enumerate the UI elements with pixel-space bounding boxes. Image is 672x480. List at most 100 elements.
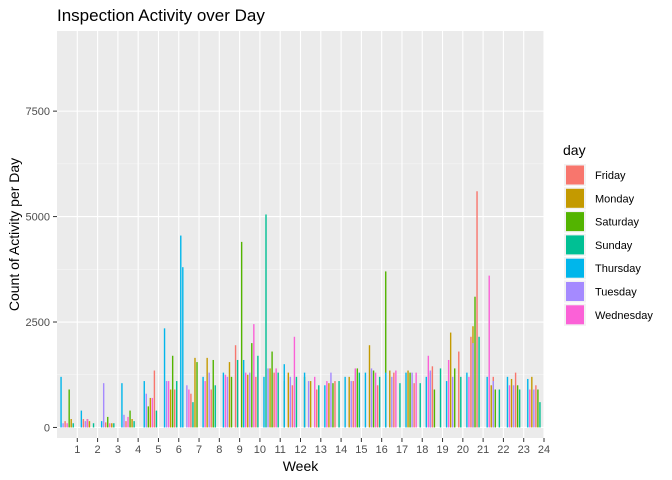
bar-friday <box>291 385 294 428</box>
bar-saturday <box>433 389 436 428</box>
bar-sunday <box>72 423 74 428</box>
bar-wednesday <box>374 372 377 428</box>
bar-friday <box>431 366 434 428</box>
bar-tuesday <box>492 381 494 428</box>
bar-monday <box>228 362 231 428</box>
bar-monday <box>407 370 409 428</box>
bar-sunday <box>358 372 361 428</box>
bar-tuesday <box>208 372 210 428</box>
bar-wednesday <box>395 370 397 428</box>
y-tick-label: 0 <box>44 422 50 434</box>
legend: day Friday Monday Saturday Sunday Thursday Tu… <box>563 142 653 326</box>
bar-tuesday <box>226 376 229 428</box>
bar-tuesday <box>62 423 64 428</box>
x-tick-label: 22 <box>497 444 509 456</box>
bar-sunday <box>539 402 541 428</box>
bar-thursday <box>60 376 62 428</box>
bar-sunday <box>92 423 95 428</box>
bar-wednesday <box>415 372 417 428</box>
x-tick-label: 10 <box>254 444 266 456</box>
bar-friday <box>173 389 176 428</box>
bar-sunday <box>133 421 135 428</box>
bar-saturday <box>271 351 273 428</box>
bar-sunday <box>439 368 442 428</box>
x-tick-label: 3 <box>115 444 121 456</box>
bar-saturday <box>372 370 375 428</box>
bar-thursday <box>163 328 166 428</box>
bar-thursday <box>143 381 145 428</box>
bar-friday <box>210 389 212 428</box>
x-tick-label: 18 <box>416 444 428 456</box>
x-tick-label: 23 <box>518 444 530 456</box>
bar-tuesday <box>411 372 413 428</box>
bar-friday <box>458 351 460 428</box>
bar-monday <box>88 421 91 428</box>
bar-tuesday <box>533 389 535 428</box>
bar-sunday <box>295 376 298 428</box>
bar-sunday <box>113 423 115 428</box>
x-tick-label: 16 <box>376 444 388 456</box>
bar-monday <box>70 419 72 428</box>
bar-tuesday <box>307 381 310 428</box>
bar-saturday <box>107 416 109 428</box>
x-tick-label: 17 <box>396 444 408 456</box>
bar-saturday <box>196 362 198 428</box>
bar-tuesday <box>350 381 352 428</box>
bar-monday <box>389 370 391 428</box>
bar-monday <box>149 397 152 428</box>
bar-wednesday <box>253 324 255 428</box>
bar-friday <box>153 370 156 428</box>
bar-wednesday <box>86 419 89 428</box>
bar-monday <box>449 332 452 428</box>
legend-title: day <box>563 142 586 158</box>
bar-thursday <box>425 376 428 428</box>
bar-saturday <box>251 343 253 428</box>
x-tick-label: 24 <box>538 444 550 456</box>
bar-thursday <box>527 378 529 428</box>
y-axis-title: Count of Activity per Day <box>6 158 22 311</box>
bar-tuesday <box>512 385 515 428</box>
x-tick-label: 14 <box>335 444 347 456</box>
bar-saturday <box>230 376 233 428</box>
legend-swatch-friday <box>566 165 584 185</box>
bar-tuesday <box>370 368 373 428</box>
bar-saturday <box>356 368 359 428</box>
bar-monday <box>510 378 513 428</box>
bar-tuesday <box>84 421 87 428</box>
bar-sunday <box>478 336 480 428</box>
bar-thursday <box>324 385 326 428</box>
bar-monday <box>531 376 533 428</box>
bar-friday <box>316 389 318 428</box>
bar-monday <box>194 357 196 428</box>
bar-thursday <box>506 376 509 428</box>
bar-monday <box>111 423 113 428</box>
bar-friday <box>255 376 257 428</box>
bar-friday <box>334 381 336 428</box>
bar-wednesday <box>151 397 154 428</box>
bar-friday <box>352 381 354 428</box>
bar-sunday <box>236 359 239 428</box>
bar-sunday <box>378 376 381 428</box>
bar-sunday <box>419 383 421 428</box>
legend-label-friday: Friday <box>595 170 626 182</box>
legend-label-tuesday: Tuesday <box>595 287 637 299</box>
x-tick-label: 5 <box>155 444 161 456</box>
bar-tuesday <box>102 383 105 428</box>
x-tick-label: 19 <box>436 444 448 456</box>
bars <box>60 191 541 428</box>
bar-thursday <box>80 410 83 428</box>
bar-wednesday <box>447 359 450 428</box>
bar-thursday <box>121 383 123 428</box>
legend-swatch-monday <box>566 188 584 208</box>
bar-wednesday <box>354 368 356 428</box>
x-tick-label: 2 <box>95 444 101 456</box>
bar-friday <box>470 336 472 428</box>
bar-monday <box>287 372 290 428</box>
x-tick-label: 6 <box>176 444 182 456</box>
bar-thursday <box>202 376 204 428</box>
bar-tuesday <box>289 376 292 428</box>
bar-tuesday <box>451 376 454 428</box>
bar-sunday <box>192 402 194 428</box>
bar-wednesday <box>427 355 430 428</box>
